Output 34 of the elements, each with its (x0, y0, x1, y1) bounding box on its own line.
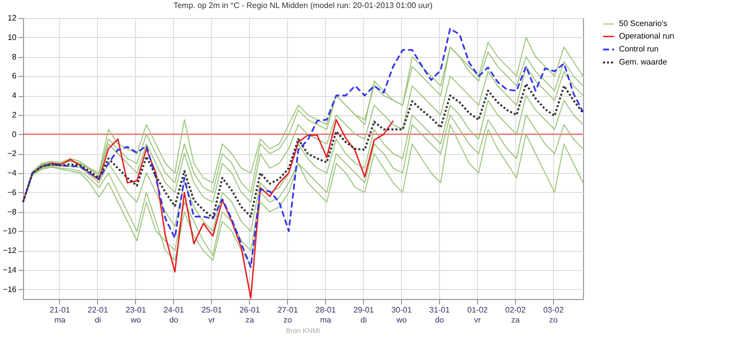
x-tick-label: 01-02 vr (467, 306, 488, 324)
x-tick-label: 27-01 zo (277, 306, 298, 324)
x-tick-label: 31-01 do (429, 306, 450, 324)
y-tick-label: −12 (2, 246, 18, 256)
y-tick-label: 6 (12, 72, 18, 81)
x-tick-label: 24-01 do (164, 306, 185, 324)
y-tick-label: −14 (2, 265, 18, 274)
chart-title: Temp. op 2m in °C - Regio NL Midden (model run: 20-01-2013 01:00 uur) (173, 1, 433, 10)
y-tick-label: 8 (12, 52, 18, 62)
x-tick-label: 28-01 ma (315, 306, 336, 324)
legend-label: 50 Scenario's (619, 19, 668, 28)
legend-label: Control run (619, 44, 659, 54)
y-tick-label: 12 (8, 14, 18, 22)
y-tick-label: 4 (12, 91, 18, 100)
y-tick-label: −2 (7, 149, 18, 158)
legend-label: Gem. waarde (619, 58, 668, 66)
x-tick-label: 22-01 di (88, 306, 109, 324)
x-tick-label: 25-01 vr (202, 306, 223, 324)
x-tick-label: 21-01 ma (50, 306, 71, 324)
y-tick-label: −6 (7, 188, 18, 197)
y-tick-label: −4 (7, 168, 18, 178)
legend-label: Operational run (619, 32, 674, 40)
x-tick-label: 23-01 wo (126, 306, 147, 324)
x-tick-label: 02-02 za (505, 306, 526, 324)
y-tick-label: −16 (2, 284, 18, 294)
y-tick-label: −8 (7, 207, 18, 216)
x-tick-label: 29-01 di (353, 306, 374, 324)
x-tick-label: 03-02 zo (543, 306, 564, 324)
x-tick-label: 30-01 wo (391, 306, 412, 324)
y-tick-label: 2 (12, 110, 18, 120)
y-tick-label: −10 (2, 226, 18, 236)
y-tick-label: 10 (8, 32, 18, 42)
x-tick-label: 26-01 za (239, 306, 260, 324)
y-tick-label: 0 (12, 130, 18, 139)
